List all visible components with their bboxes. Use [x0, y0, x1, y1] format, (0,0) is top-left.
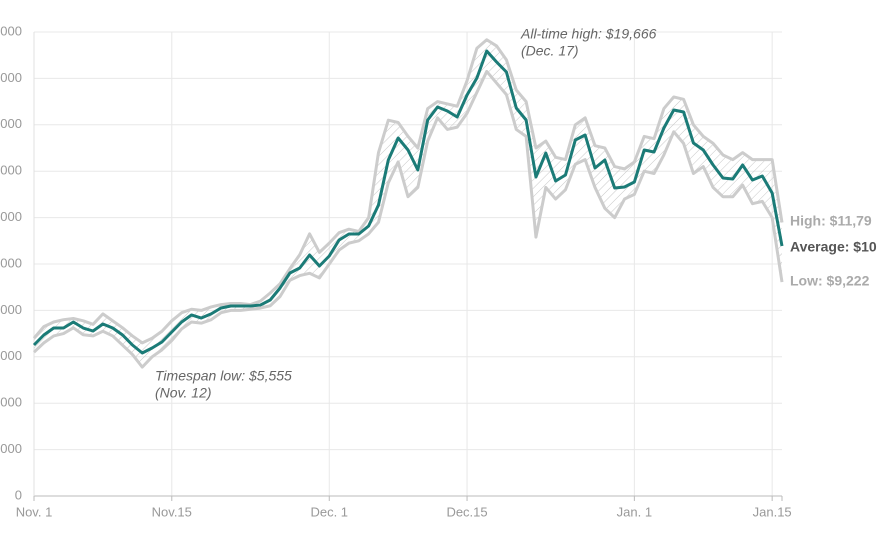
y-tick-label: $10,000: [0, 255, 22, 270]
end-label: Low: $9,222: [790, 273, 870, 289]
annotation: (Nov. 12): [155, 385, 212, 401]
x-tick-label: Nov. 1: [16, 504, 53, 519]
x-tick-label: Jan. 1: [617, 504, 652, 519]
range-band: [34, 39, 782, 368]
annotation: (Dec. 17): [521, 43, 579, 59]
annotation: All-time high: $19,666: [520, 26, 657, 42]
x-tick-label: Dec.15: [446, 504, 487, 519]
y-tick-label: $4,000: [0, 395, 22, 410]
x-tick-label: Dec. 1: [310, 504, 348, 519]
y-tick-label: $16,000: [0, 116, 22, 131]
x-tick-label: Jan.15: [753, 504, 792, 519]
x-tick-label: Nov.15: [152, 504, 192, 519]
series-line: [32, 69, 784, 369]
y-tick-label: $18,000: [0, 70, 22, 85]
end-label: Average: $10: [790, 239, 877, 255]
y-tick-label: $8,000: [0, 302, 22, 317]
y-tick-label: $2,000: [0, 441, 22, 456]
y-tick-label: $6,000: [0, 348, 22, 363]
annotation: Timespan low: $5,555: [155, 368, 292, 384]
y-tick-label: $12,000: [0, 209, 22, 224]
y-tick-label: $14,000: [0, 163, 22, 178]
series-line: [32, 38, 784, 345]
y-tick-label: $20,000: [0, 23, 22, 38]
end-label: High: $11,79: [790, 213, 872, 229]
series-line: [32, 49, 784, 355]
y-tick-label: 0: [15, 487, 22, 502]
